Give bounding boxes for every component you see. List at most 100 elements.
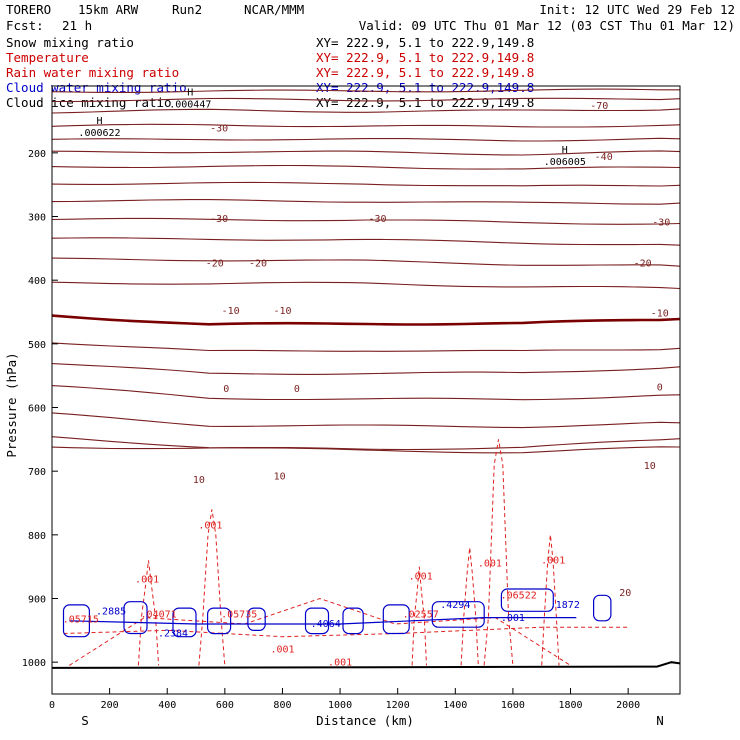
temperature-label-7: -20 (249, 258, 267, 269)
model-run: Run2 (172, 2, 202, 17)
temperature-contour-3 (51, 123, 681, 128)
rain-water-label-8: .02557 (403, 610, 439, 621)
cloud-water-cell-4 (247, 607, 266, 631)
temperature-contour-19 (51, 438, 681, 451)
temperature-contour-0 (51, 88, 680, 93)
init-time: Init: 12 UTC Wed 29 Feb 12 (539, 2, 735, 17)
snow-max-marker-1: H (562, 145, 568, 156)
cloud-water-label-4: .1872 (550, 600, 580, 611)
surface-line (51, 661, 681, 669)
cloud-water-cell-7 (382, 604, 410, 635)
rain-water-label-2: .001 (409, 571, 433, 582)
temperature-label-8: -20 (634, 258, 652, 269)
rain-water-label-6: .04071 (141, 610, 177, 621)
temperature-contour-12 (51, 281, 681, 290)
rain-water-label-10: .001 (328, 657, 352, 668)
y-tick-label-7: 900 (28, 595, 46, 606)
legend-temperature-xy: XY= 222.9, 5.1 to 222.9,149.8 (316, 50, 534, 65)
y-tick-label-4: 600 (28, 404, 46, 415)
x-tick-label-4: 800 (273, 700, 291, 711)
cloud-water-label-2: .4064 (311, 619, 341, 630)
temperature-contour-15 (51, 363, 681, 375)
temperature-contour-14 (51, 342, 681, 352)
cloud-water-contours (62, 588, 612, 638)
snow-max-marker-0: H (96, 116, 102, 127)
model-name: TORERO (6, 2, 51, 17)
temperature-label-13: 0 (294, 384, 300, 395)
x-tick-label-10: 2000 (616, 700, 640, 711)
temperature-contours (51, 88, 681, 669)
rain-water-contour-1 (137, 560, 160, 666)
x-tick-label-8: 1600 (501, 700, 525, 711)
model-org: NCAR/MMM (244, 2, 304, 17)
temperature-label-10: -10 (273, 306, 291, 317)
rain-water-contour-0 (198, 509, 226, 666)
temperature-label-16: 10 (193, 475, 205, 486)
valid-time: Valid: 09 UTC Thu 01 Mar 12 (03 CST Thu … (359, 18, 735, 33)
contour-labels: -30 -70 -40 -30 -30 -30 -20 -20 -20 -10 -10 -10 0 0 0 1… (63, 88, 671, 669)
temperature-label-14: 0 (657, 383, 663, 394)
temperature-label-0: -30 (210, 123, 228, 134)
y-tick-label-6: 800 (28, 531, 46, 542)
cloud-water-cell-5 (304, 607, 330, 635)
temperature-contour-13 (51, 314, 681, 326)
cloud-water-cell-2 (172, 607, 197, 638)
x-tick-label-9: 1800 (558, 700, 582, 711)
rain-water-label-3: .001 (478, 559, 502, 570)
cloud-water-cell-1 (123, 601, 148, 635)
x-axis-title: Distance (km) (316, 713, 414, 728)
cloud-water-label-0: .2885 (96, 606, 126, 617)
legend-cloud-water-xy: XY= 222.9, 5.1 to 222.9,149.8 (316, 80, 534, 95)
rain-water-label-0: .001 (198, 521, 222, 532)
temperature-contour-17 (51, 412, 681, 429)
temperature-label-3: -30 (210, 214, 228, 225)
snow-max-value-0: .000622 (78, 128, 120, 139)
x-tick-label-3: 600 (216, 700, 234, 711)
rain-water-contour-2 (483, 439, 514, 666)
x-tick-label-0: 0 (49, 700, 55, 711)
cloud-water-label-5: .001 (501, 613, 525, 624)
snow-max-value-1: .006005 (544, 157, 586, 168)
y-tick-label-1: 300 (28, 213, 46, 224)
x-tick-label-5: 1000 (328, 700, 352, 711)
temperature-contour-16 (51, 385, 681, 401)
temperature-contour-6 (51, 164, 681, 170)
model-resolution: 15km ARW (78, 2, 139, 17)
temperature-label-15: 10 (644, 461, 656, 472)
rain-water-contour-4 (411, 566, 427, 666)
temperature-contour-10 (51, 237, 681, 246)
temperature-label-1: -70 (590, 101, 608, 112)
legend-rain-xy: XY= 222.9, 5.1 to 222.9,149.8 (316, 65, 534, 80)
legend-snow-xy: XY= 222.9, 5.1 to 222.9,149.8 (316, 35, 534, 50)
temperature-contour-2 (51, 108, 681, 114)
legend-snow-label: Snow mixing ratio (6, 35, 134, 50)
cloud-water-label-1: .2384 (158, 629, 188, 640)
y-tick-label-2: 400 (28, 276, 46, 287)
south-end-label: S (81, 713, 89, 728)
temperature-label-17: 10 (274, 472, 286, 483)
y-tick-label-3: 500 (28, 340, 46, 351)
cloud-water-label-3: .4294 (440, 600, 470, 611)
rain-water-label-9: .06522 (501, 591, 537, 602)
rain-water-label-7: .05735 (221, 610, 257, 621)
y-tick-label-0: 200 (28, 149, 46, 160)
rain-water-contours (63, 439, 629, 666)
forecast-hour: 21 h (62, 18, 92, 33)
temperature-label-2: -40 (595, 152, 613, 163)
north-end-label: N (656, 713, 664, 728)
temperature-label-12: 0 (223, 384, 229, 395)
temperature-contour-4 (51, 137, 681, 142)
temperature-label-9: -10 (222, 306, 240, 317)
y-axis-title: Pressure (hPa) (4, 352, 19, 457)
legend-cloud-ice-label: Cloud ice mixing ratio (6, 95, 172, 110)
cloud-water-cell-6 (342, 607, 364, 635)
temperature-contour-1 (52, 97, 681, 103)
x-tick-label-2: 400 (158, 700, 176, 711)
temperature-label-6: -20 (206, 258, 224, 269)
cloud-water-cell-8 (431, 601, 485, 628)
temperature-contour-7 (51, 181, 681, 187)
cloud-water-cell-10 (592, 594, 612, 622)
temperature-contour-11 (51, 257, 681, 267)
temperature-contour-5 (51, 150, 681, 156)
snow-max-value-2: .000447 (169, 100, 211, 111)
